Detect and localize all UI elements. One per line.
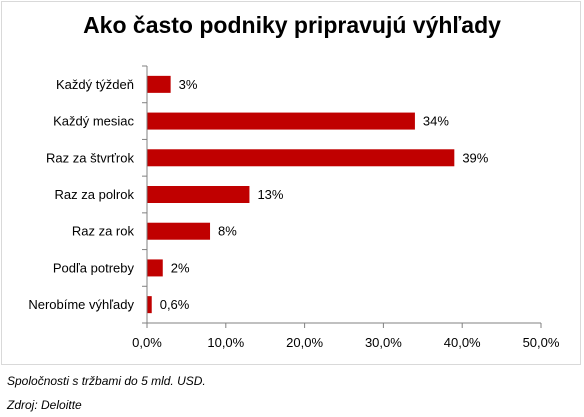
bar [147,75,171,93]
bar [147,259,163,277]
bar [147,112,415,130]
data-label: 39% [462,150,488,165]
x-tick-label: 30,0% [365,335,402,350]
data-label: 3% [179,77,198,92]
x-tick-label: 10,0% [207,335,244,350]
category-label: Nerobíme výhľady [28,297,134,312]
chart-frame [1,1,581,365]
footnote-source: Zdroj: Deloitte [7,398,82,412]
bar [147,222,211,240]
data-label: 34% [423,114,449,129]
category-label: Raz za štvrťrok [46,150,134,165]
chart-title: Ako často podniky pripravujú výhľady [83,12,501,38]
data-label: 2% [171,260,190,275]
bar [147,149,455,167]
data-label: 8% [218,224,237,239]
category-label: Raz za polrok [55,187,135,202]
category-label: Podľa potreby [53,260,135,275]
axes [142,65,542,328]
x-tick-label: 50,0% [523,335,560,350]
data-label: 13% [257,187,283,202]
category-label: Každý mesiac [53,114,134,129]
category-label: Raz za rok [72,224,135,239]
x-tick-label: 20,0% [286,335,323,350]
x-tick-label: 40,0% [444,335,481,350]
x-tick-label: 0,0% [132,335,162,350]
data-labels: 3% 34% 39% 13% 8% 2% 0,6% [160,77,489,312]
data-label: 0,6% [160,297,190,312]
bars [147,75,455,314]
footnote-scope: Spoločnosti s tržbami do 5 mld. USD. [7,374,206,388]
bar [147,186,250,203]
category-labels: Každý týždeň Každý mesiac Raz za štvrťrok R… [28,77,134,312]
x-tick-labels: 0,0% 10,0% 20,0% 30,0% 40,0% 50,0% [132,335,560,350]
bar [147,296,152,314]
category-label: Každý týždeň [56,77,134,92]
bar-chart: Každý týždeň Každý mesiac Raz za štvrťrok R… [28,65,560,350]
